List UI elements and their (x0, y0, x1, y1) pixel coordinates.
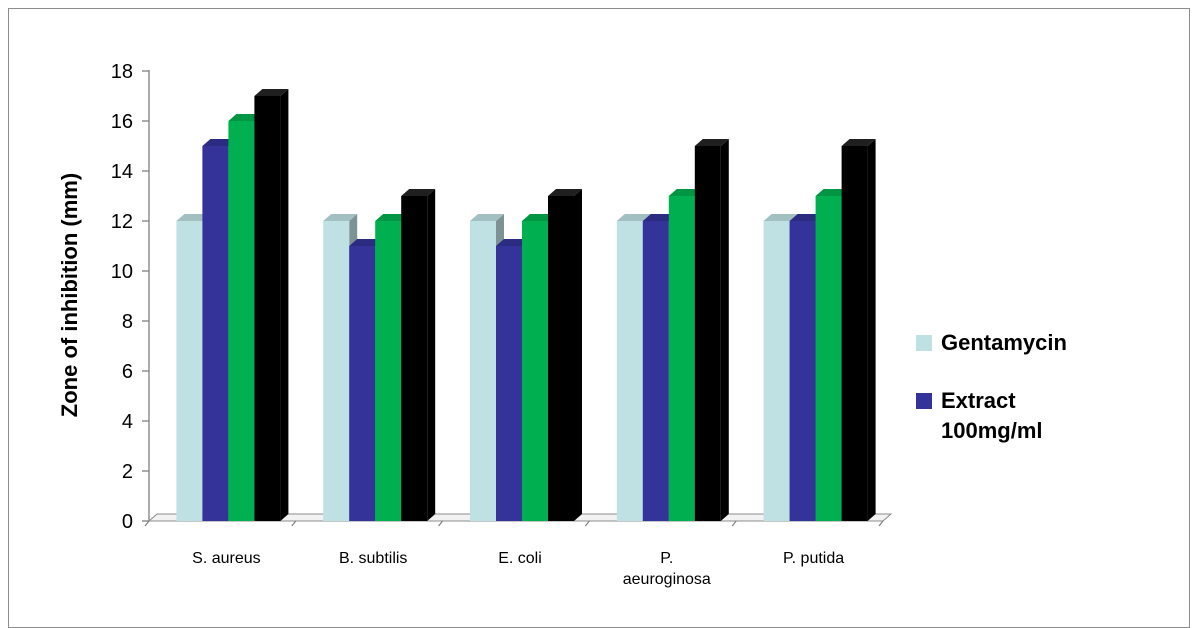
y-tick-label: 18 (111, 61, 133, 83)
bar-front (254, 96, 281, 521)
bar-top (349, 239, 384, 246)
bar-front (496, 246, 522, 521)
bar-top (841, 139, 876, 146)
bar (694, 139, 729, 521)
legend-label: Gentamycin (941, 330, 1067, 355)
x-tick-label: E. coli (498, 550, 542, 567)
bar-side (280, 89, 289, 521)
y-tick-label: 14 (111, 161, 133, 183)
bar (254, 89, 289, 521)
bar-front (176, 221, 203, 521)
bar-top (202, 139, 237, 146)
y-tick-label: 8 (122, 311, 133, 333)
legend: Gentamycin Extract 100mg/ml (916, 330, 1067, 443)
legend-swatch (916, 393, 932, 409)
bar-front (323, 221, 350, 521)
bar-front (349, 246, 376, 521)
bar-top (815, 189, 850, 196)
bar-front (668, 196, 695, 521)
bar-top (789, 214, 824, 221)
y-tick-label: 16 (111, 111, 133, 133)
x-tick-label: P. aeuroginosa (623, 550, 711, 588)
bar (401, 189, 436, 521)
bar-front (202, 146, 229, 521)
bar-top (254, 89, 289, 96)
bar-top (548, 189, 582, 196)
x-tick-mark (584, 520, 590, 527)
legend-label: Extract 100mg/ml (941, 388, 1043, 443)
y-axis-label: Zone of inhibition (mm) (57, 173, 82, 417)
bar-top (401, 189, 436, 196)
chart-bars (176, 89, 876, 521)
bar-front (548, 196, 574, 521)
y-tick-label: 2 (122, 461, 133, 483)
x-tick-mark (291, 520, 297, 527)
bar-top (668, 189, 703, 196)
bar-side (720, 139, 729, 521)
x-tick-label: P. putida (783, 550, 844, 567)
bar-front (228, 121, 255, 521)
bar-front (763, 221, 790, 521)
bar-front (470, 221, 496, 521)
x-tick-mark (731, 520, 737, 527)
bar-front (401, 196, 428, 521)
bar-top (694, 139, 729, 146)
bar-top (763, 214, 798, 221)
bar-top (375, 214, 410, 221)
bar-top (616, 214, 651, 221)
bar (548, 189, 582, 521)
bar-front (642, 221, 669, 521)
bar-side (867, 139, 876, 521)
x-tick-label: S. aureus (192, 550, 260, 567)
bar-front (694, 146, 721, 521)
y-tick-label: 10 (111, 261, 133, 283)
bar-top (176, 214, 211, 221)
x-tick-mark (144, 520, 150, 527)
y-tick-label: 6 (122, 361, 133, 383)
bar-side (574, 189, 582, 521)
bar-front (789, 221, 816, 521)
bar-top (642, 214, 677, 221)
y-tick-label: 4 (122, 411, 133, 433)
bar-top (470, 214, 504, 221)
bar-front (522, 221, 548, 521)
bar-top (228, 114, 263, 121)
bar-top (522, 214, 556, 221)
bar-top (323, 214, 358, 221)
bar-front (841, 146, 868, 521)
x-tick-mark (878, 520, 884, 527)
chart-frame: 0 2 4 6 8 10 12 14 16 18 S. aureus B. subtilis E. c… (8, 8, 1190, 628)
bar-front (375, 221, 402, 521)
bar-side (427, 189, 436, 521)
bar-chart: 0 2 4 6 8 10 12 14 16 18 S. aureus B. subtilis E. c… (57, 61, 1067, 588)
bar-front (616, 221, 643, 521)
y-tick-label: 12 (111, 211, 133, 233)
x-tick-mark (438, 520, 444, 527)
bar-top (496, 239, 530, 246)
x-tick-labels: S. aureus B. subtilis E. coli P. aeuroginosa… (192, 550, 844, 588)
bar (841, 139, 876, 521)
bar-front (815, 196, 842, 521)
x-tick-label: B. subtilis (339, 550, 407, 567)
y-tick-label: 0 (122, 511, 133, 533)
legend-swatch (916, 335, 932, 351)
